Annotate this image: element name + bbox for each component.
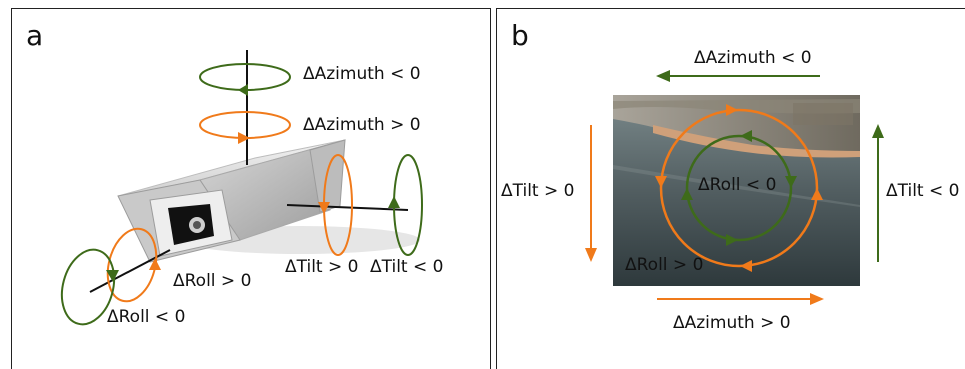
roll-neg-circle (681, 130, 797, 246)
panel-b-letter: b (511, 19, 529, 52)
tilt-pos-rotation-icon (318, 154, 353, 256)
coastline-photo (613, 95, 860, 286)
label-b-azimuth-neg: ΔAzimuth < 0 (694, 48, 812, 68)
label-a-azimuth-neg: ΔAzimuth < 0 (303, 64, 421, 84)
tilt-axis (286, 204, 409, 211)
label-a-tilt-neg: ΔTilt < 0 (370, 257, 444, 277)
label-a-azimuth-pos: ΔAzimuth > 0 (303, 115, 421, 135)
camera-icon (117, 139, 420, 263)
azimuth-pos-arrow (657, 293, 824, 305)
azimuth-pos-rotation-icon (199, 111, 291, 144)
label-a-roll-neg: ΔRoll < 0 (107, 307, 186, 327)
tilt-neg-rotation-icon (388, 154, 423, 256)
label-b-azimuth-pos: ΔAzimuth > 0 (673, 313, 791, 333)
label-b-tilt-pos: ΔTilt > 0 (501, 181, 575, 201)
label-b-tilt-neg: ΔTilt < 0 (886, 181, 960, 201)
roll-neg-rotation-icon (60, 248, 119, 326)
label-a-roll-pos: ΔRoll > 0 (173, 271, 252, 291)
azimuth-neg-rotation-icon (199, 63, 291, 96)
tilt-neg-arrow (872, 124, 884, 262)
label-a-tilt-pos: ΔTilt > 0 (285, 257, 359, 277)
label-b-roll-pos: ΔRoll > 0 (625, 255, 704, 275)
label-b-roll-neg: ΔRoll < 0 (698, 175, 777, 195)
roll-pos-circle (655, 104, 823, 272)
azimuth-neg-arrow (656, 70, 820, 82)
roll-axis (89, 249, 171, 293)
panel-b: b (496, 8, 965, 369)
panel-a-letter: a (26, 19, 44, 52)
tilt-pos-arrow (585, 125, 597, 262)
panel-a: a (11, 8, 491, 369)
